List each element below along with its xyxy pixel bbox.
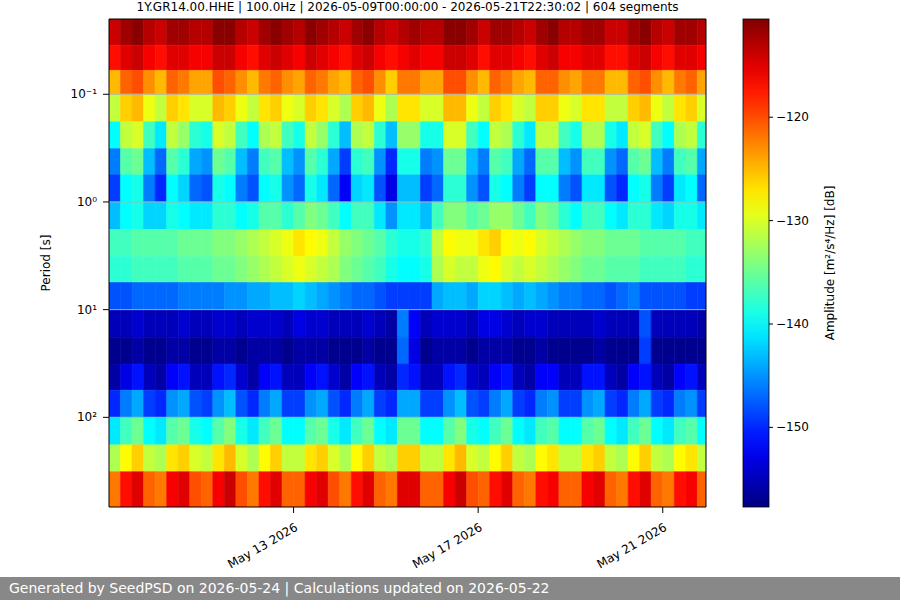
html-text:Generated by SeedPSD on 2026-0: Generated by SeedPSD on 2026-05-24 | Cal… [9, 580, 550, 596]
svg-text:−150: −150 [776, 420, 809, 434]
svg-text:May 13 2026: May 13 2026 [225, 520, 300, 571]
svg-text:−140: −140 [776, 317, 809, 331]
svg-text:10⁰: 10⁰ [77, 195, 97, 209]
svg-text:10⁻¹: 10⁻¹ [71, 87, 98, 101]
svg-text:10²: 10² [77, 410, 97, 424]
svg-text:Amplitude [m²/s⁴/Hz] [dB]: Amplitude [m²/s⁴/Hz] [dB] [823, 186, 837, 341]
svg-text:Period [s]: Period [s] [39, 235, 53, 292]
svg-text:May 21 2026: May 21 2026 [594, 520, 669, 571]
svg-text:May 17 2026: May 17 2026 [410, 520, 485, 571]
html-text:1Y.GR14.00.HHE | 100.0Hz | 202: 1Y.GR14.00.HHE | 100.0Hz | 2026-05-09T00… [136, 0, 679, 14]
svg-text:−130: −130 [776, 214, 809, 228]
svg-text:−120: −120 [776, 110, 809, 124]
svg-text:10¹: 10¹ [77, 303, 97, 317]
